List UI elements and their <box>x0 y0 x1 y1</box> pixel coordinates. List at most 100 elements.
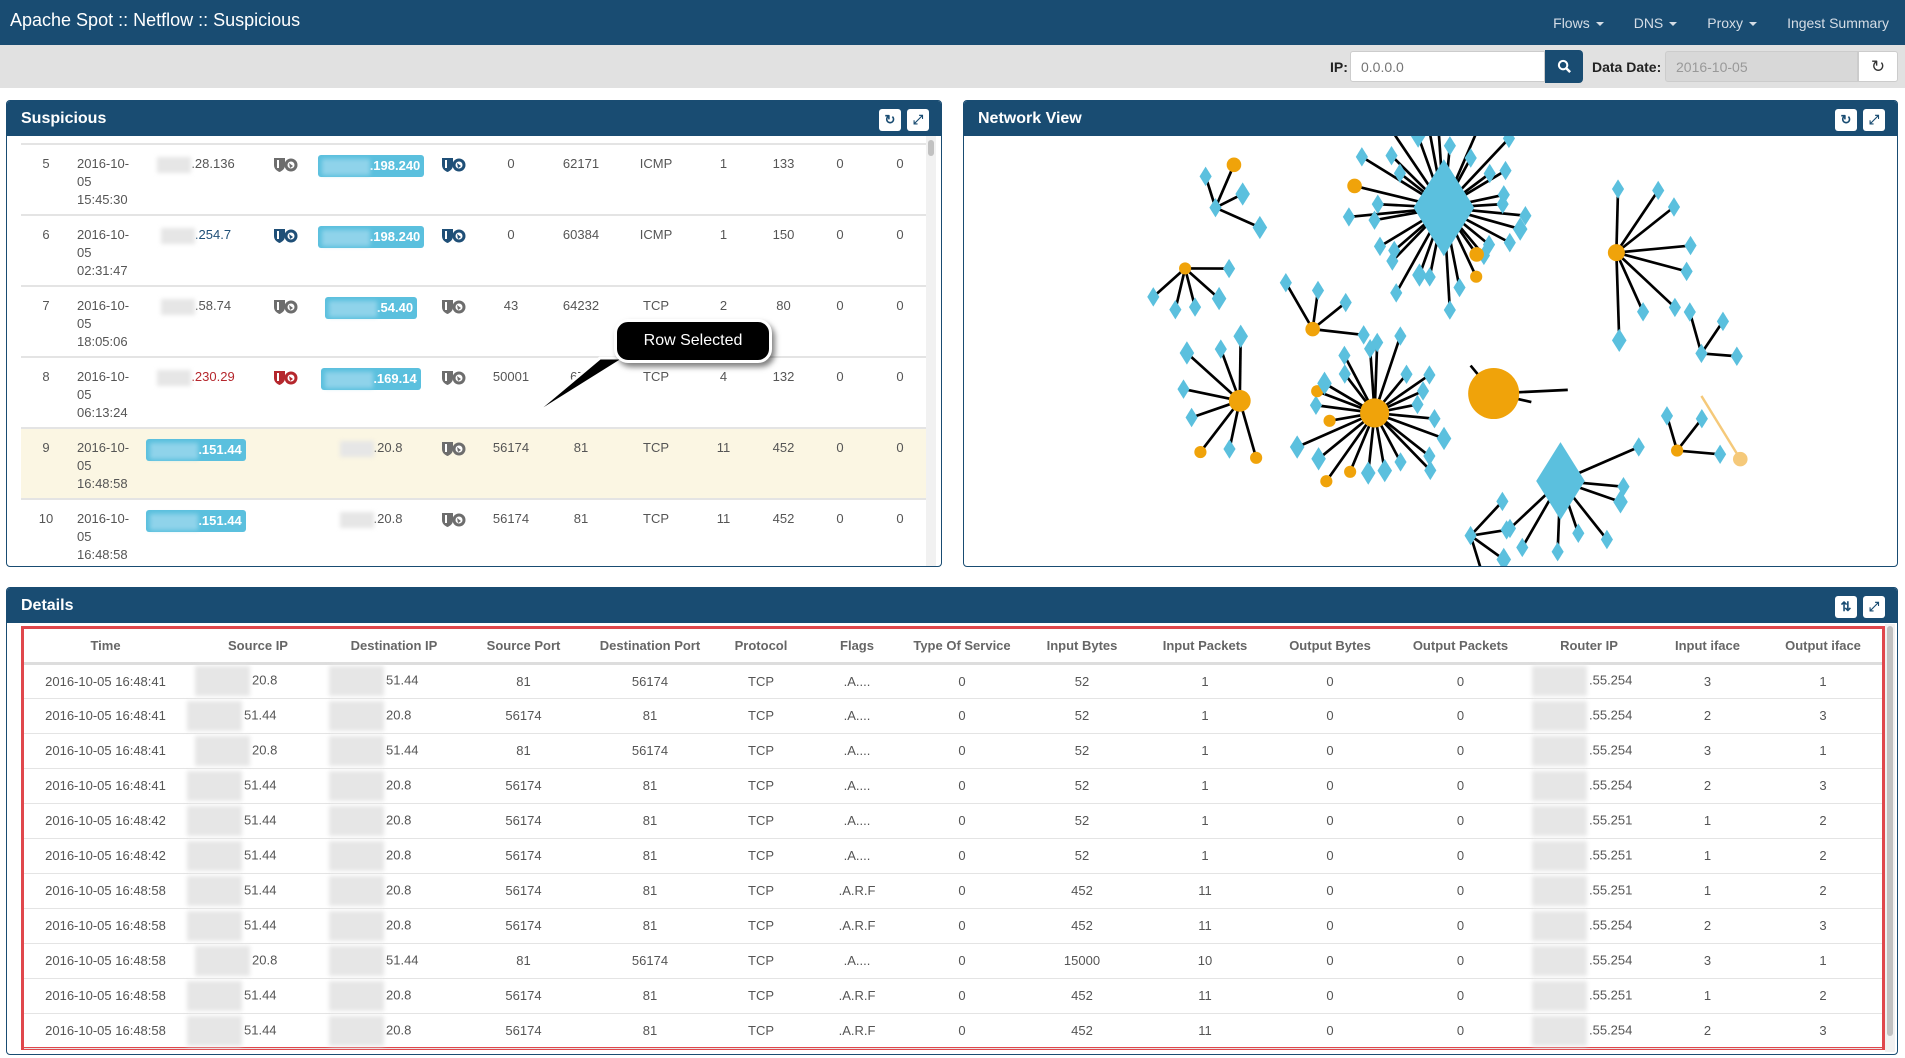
graph-node-host[interactable] <box>1632 437 1645 457</box>
graph-node-host[interactable] <box>1360 461 1376 485</box>
graph-node-host[interactable] <box>1611 179 1625 199</box>
graph-node-host[interactable] <box>1252 215 1268 240</box>
destination-ip[interactable]: .169.14 <box>316 356 426 428</box>
graph-node-ip[interactable] <box>1468 368 1520 420</box>
graph-node-host[interactable] <box>1443 136 1456 156</box>
column-header[interactable]: Input Bytes <box>1020 629 1144 665</box>
graph-node-host[interactable] <box>1223 439 1236 459</box>
expand-button[interactable]: ⤢ <box>907 109 929 131</box>
graph-node-host[interactable] <box>1410 124 1426 148</box>
graph-node-host[interactable] <box>1373 236 1387 257</box>
graph-node-host[interactable] <box>1235 182 1250 206</box>
details-row[interactable]: 2016-10-05 16:48:58 51.44 20.8 56174 81 TCP .A… <box>24 978 1882 1014</box>
ip-badge[interactable]: .198.240 <box>317 226 425 248</box>
reload-button[interactable]: ↻ <box>1835 109 1857 131</box>
nav-flows[interactable]: Flows <box>1553 15 1604 31</box>
destination-ip[interactable]: .20.8 <box>316 498 426 566</box>
reputation-shield-icon[interactable] <box>273 370 299 386</box>
graph-node-host[interactable] <box>1453 277 1466 298</box>
graph-node-host[interactable] <box>1185 407 1198 428</box>
column-header[interactable]: Protocol <box>712 629 810 665</box>
scrollbar-thumb[interactable] <box>928 140 934 156</box>
graph-node-host[interactable] <box>1177 379 1190 399</box>
graph-node-host[interactable] <box>1499 160 1512 181</box>
graph-node-host[interactable] <box>1311 280 1325 301</box>
graph-node-host[interactable] <box>1572 523 1585 543</box>
graph-node-host[interactable] <box>1636 302 1650 322</box>
graph-node-host[interactable] <box>1357 325 1370 345</box>
graph-node-host[interactable] <box>1371 194 1384 214</box>
reputation-shield-icon[interactable] <box>441 228 467 244</box>
column-header[interactable]: Output iface <box>1764 629 1882 665</box>
column-header[interactable]: Flags <box>810 629 904 665</box>
suspicious-row[interactable]: 5 2016-10-05 15:45:30.28.136.198.240 0 6217… <box>21 143 931 215</box>
column-header[interactable]: Output Bytes <box>1266 629 1394 665</box>
column-header[interactable]: Router IP <box>1527 629 1651 665</box>
graph-node-host[interactable] <box>1394 326 1407 346</box>
graph-node-host[interactable] <box>1680 261 1693 282</box>
graph-node-host[interactable] <box>1214 339 1227 359</box>
data-date-input[interactable]: 2016-10-05 <box>1665 51 1858 82</box>
suspicious-row[interactable]: 6 2016-10-05 02:31:47.254.7.198.240 0 60384… <box>21 214 931 286</box>
graph-node-ip[interactable] <box>1226 157 1242 173</box>
destination-ip[interactable]: .54.40 <box>316 285 426 357</box>
graph-node-ip[interactable] <box>1194 446 1207 459</box>
reputation-shield-icon[interactable] <box>441 370 467 386</box>
graph-node-host[interactable] <box>1394 452 1407 472</box>
column-header[interactable]: Input Packets <box>1144 629 1266 665</box>
graph-node-ip[interactable] <box>1469 247 1484 262</box>
graph-node-host[interactable] <box>1512 217 1528 241</box>
graph-node-host[interactable] <box>1342 207 1355 227</box>
graph-node-host[interactable] <box>1660 406 1674 426</box>
graph-node-host[interactable] <box>1338 345 1351 366</box>
graph-node-ip[interactable] <box>1732 451 1748 467</box>
graph-node-host[interactable] <box>1695 343 1708 364</box>
graph-node-host[interactable] <box>1338 364 1351 384</box>
sort-button[interactable]: ⇅ <box>1835 596 1857 618</box>
graph-node-host[interactable] <box>1516 537 1529 558</box>
ip-search-input[interactable] <box>1350 51 1545 82</box>
source-ip[interactable]: .28.136 <box>136 143 256 215</box>
graph-node-host[interactable] <box>1355 147 1368 167</box>
destination-ip[interactable]: .20.8 <box>316 427 426 499</box>
suspicious-row[interactable]: 7 2016-10-05 18:05:06.58.74.54.40 43 64232 T… <box>21 285 931 357</box>
graph-node-host[interactable] <box>1536 442 1585 520</box>
reputation-shield-icon[interactable] <box>273 299 299 315</box>
reputation-shield-icon[interactable] <box>273 157 299 173</box>
graph-node-host[interactable] <box>1464 148 1477 168</box>
suspicious-scrollbar[interactable] <box>926 136 936 566</box>
column-header[interactable]: Type Of Service <box>904 629 1020 665</box>
nav-dns[interactable]: DNS <box>1634 15 1678 31</box>
source-ip[interactable]: .151.44 <box>136 427 256 499</box>
graph-node-host[interactable] <box>1551 541 1564 562</box>
expand-button[interactable]: ⤢ <box>1863 596 1885 618</box>
ip-address[interactable]: .28.136 <box>191 156 235 171</box>
graph-node-host[interactable] <box>1179 341 1195 365</box>
reload-button[interactable]: ↻ <box>879 109 901 131</box>
source-ip[interactable]: .230.29 <box>136 356 256 428</box>
graph-node-host[interactable] <box>1464 525 1477 546</box>
search-button[interactable] <box>1545 50 1583 83</box>
graph-node-host[interactable] <box>1390 283 1403 303</box>
graph-node-ip[interactable] <box>1344 465 1357 478</box>
graph-node-host[interactable] <box>1411 394 1424 415</box>
graph-node-ip[interactable] <box>1228 389 1251 412</box>
graph-node-ip[interactable] <box>1320 475 1333 488</box>
ip-badge[interactable]: .198.240 <box>317 155 425 177</box>
graph-node-host[interactable] <box>1368 210 1381 230</box>
ip-address[interactable]: .20.8 <box>373 511 403 526</box>
reputation-shield-icon[interactable] <box>273 228 299 244</box>
graph-node-host[interactable] <box>1443 300 1456 320</box>
graph-node-host[interactable] <box>1412 263 1427 287</box>
details-row[interactable]: 2016-10-05 16:48:58 51.44 20.8 56174 81 TCP .A… <box>24 908 1882 944</box>
column-header[interactable]: Source Port <box>459 629 588 665</box>
graph-node-host[interactable] <box>1339 292 1352 313</box>
details-row[interactable]: 2016-10-05 16:48:58 20.8 51.44 81 56174 TCP .A… <box>24 943 1882 979</box>
column-header[interactable]: Input iface <box>1651 629 1764 665</box>
graph-node-ip[interactable] <box>1250 451 1263 464</box>
graph-node-host[interactable] <box>1289 435 1305 459</box>
graph-node-ip[interactable] <box>1347 178 1362 194</box>
graph-node-host[interactable] <box>1222 258 1236 279</box>
graph-node-host[interactable] <box>1716 311 1730 332</box>
details-scrollbar[interactable] <box>1885 624 1895 1052</box>
